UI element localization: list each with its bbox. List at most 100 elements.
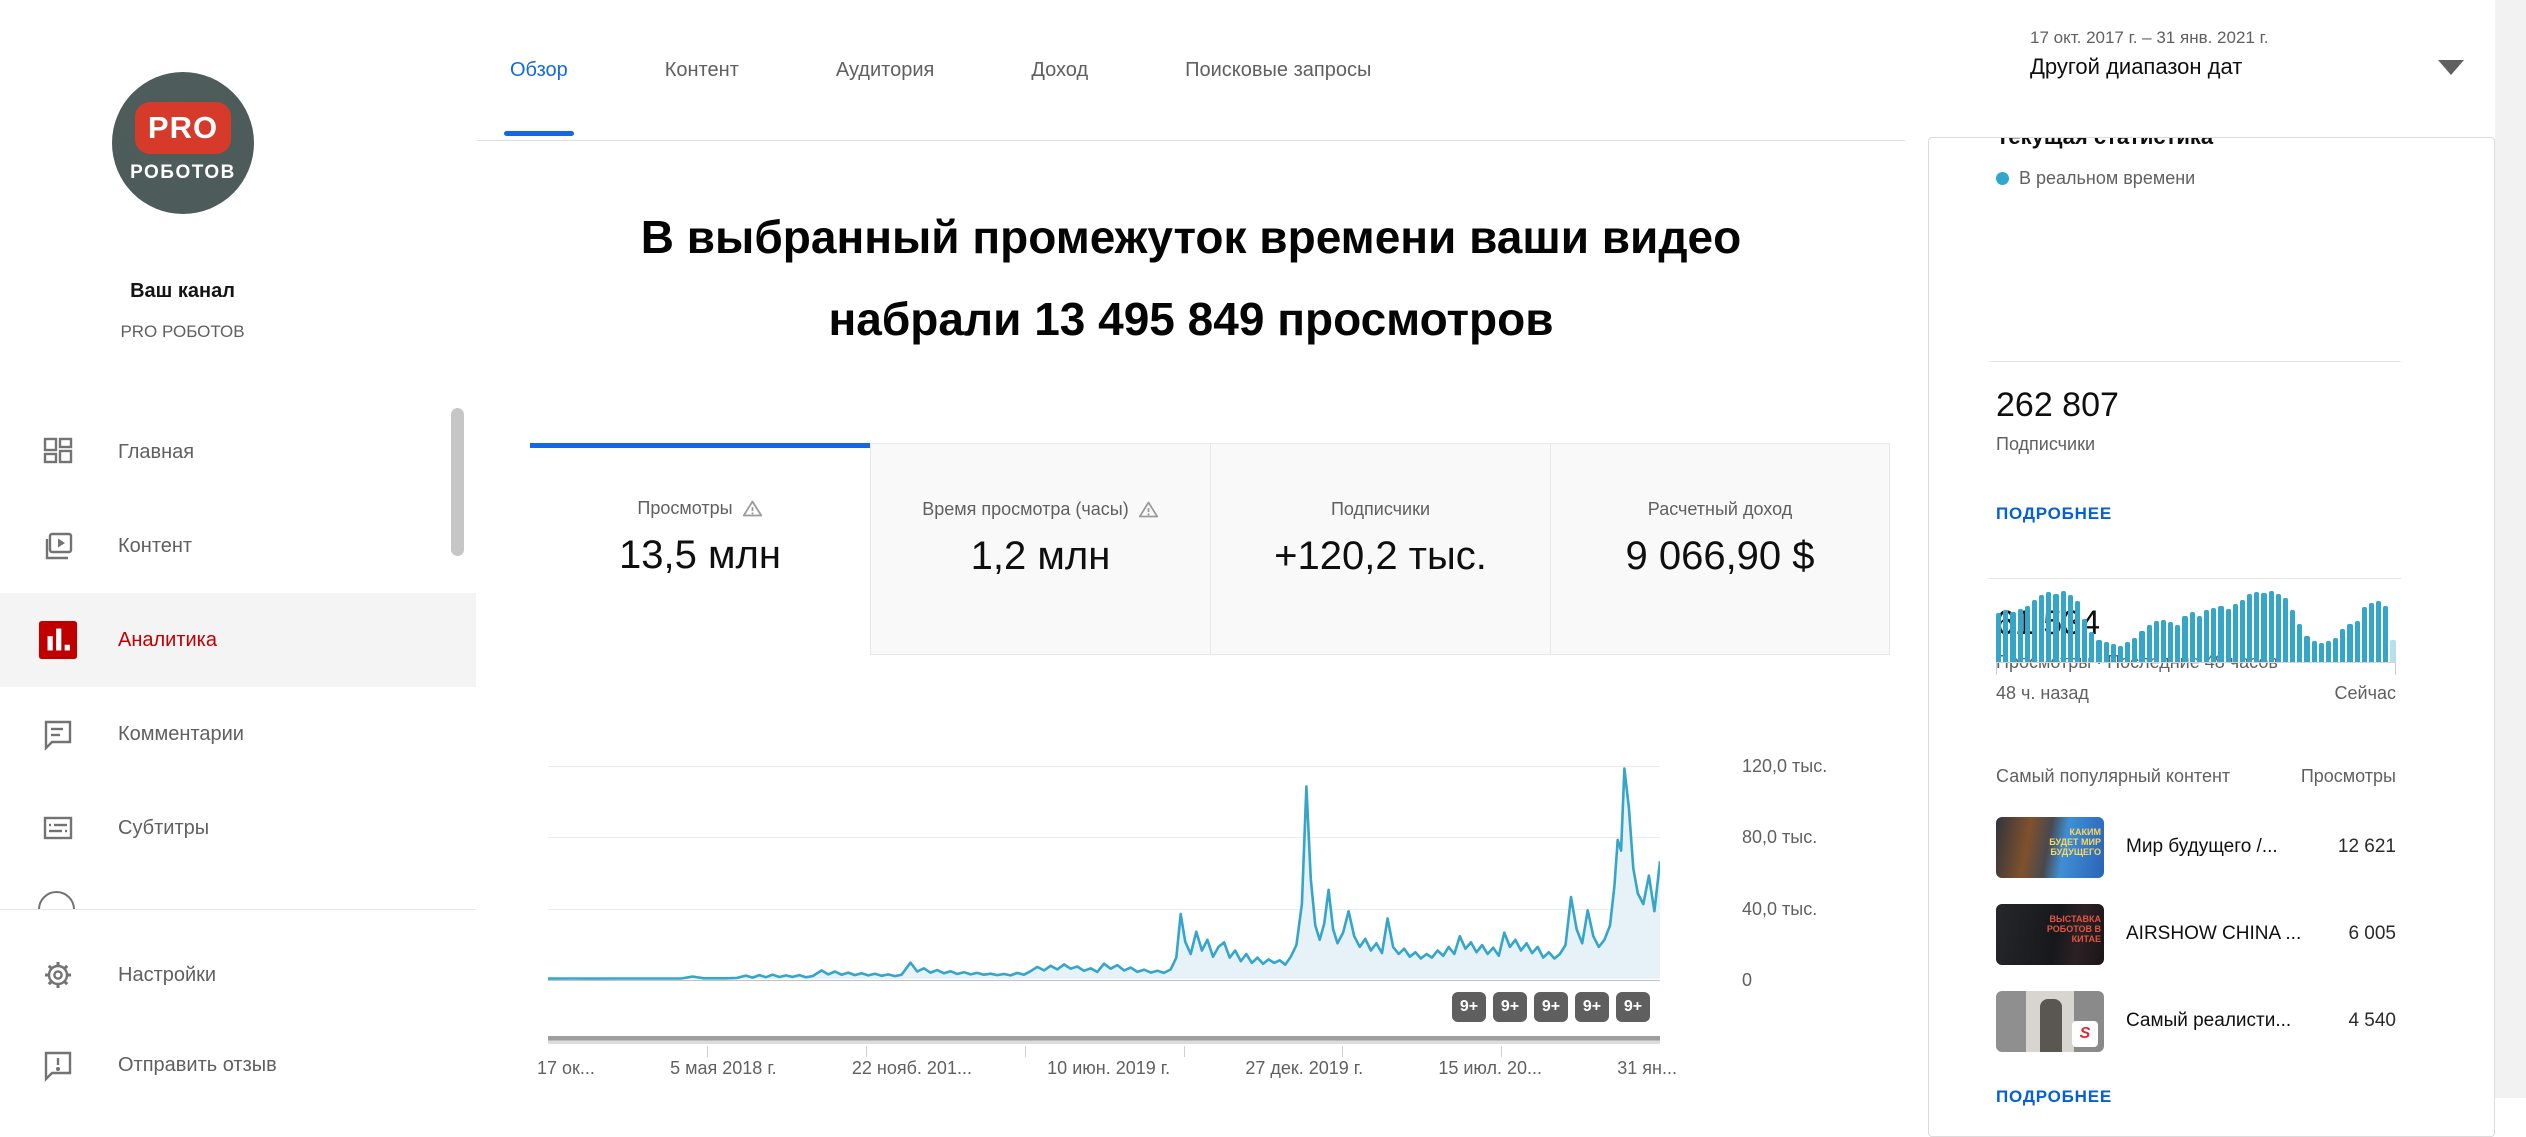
tab-overview[interactable]: Обзор (504, 0, 574, 140)
realtime-bar (2132, 638, 2138, 662)
sidebar-item-home[interactable]: Главная (0, 405, 476, 499)
realtime-bar (1996, 613, 2002, 662)
dashboard-icon (38, 432, 78, 472)
x-axis-label: 10 июн. 2019 г. (1047, 1058, 1171, 1078)
x-axis-tick (707, 1046, 708, 1057)
realtime-bar-chart[interactable] (1996, 586, 2396, 675)
current-stats-card: Текущая статистика В реальном времени 26… (1928, 137, 2495, 1137)
realtime-bar (2110, 644, 2116, 662)
realtime-bar (2139, 631, 2145, 662)
tab-search-queries[interactable]: Поисковые запросы (1185, 0, 1371, 140)
realtime-bar (2168, 622, 2174, 662)
divider (1989, 361, 2401, 362)
events-badge[interactable]: 9+ (1534, 992, 1568, 1022)
realtime-bar (2282, 598, 2289, 662)
events-badge[interactable]: 9+ (1575, 992, 1609, 1022)
realtime-bar (2275, 594, 2281, 662)
realtime-bar (2347, 624, 2353, 662)
metric-card-watch-time[interactable]: Время просмотра (часы) 1,2 млн (870, 443, 1210, 655)
realtime-bar (2175, 625, 2181, 662)
events-badge[interactable]: 9+ (1493, 992, 1527, 1022)
realtime-bar (2117, 646, 2124, 662)
avatar-robots-text: РОБОТОВ (130, 162, 236, 183)
realtime-bar (2247, 594, 2253, 662)
events-badge[interactable]: 9+ (1452, 992, 1486, 1022)
video-row[interactable]: КАКИМ БУДЕТ МИР БУДУЩЕГО Мир будущего /.… (1996, 816, 2396, 878)
video-title: Самый реалисти... (2126, 1010, 2292, 1031)
divider (1989, 578, 2401, 579)
x-axis-tick (866, 1046, 867, 1057)
realtime-bar (2318, 643, 2324, 662)
sidebar-item-feedback[interactable]: Отправить отзыв (0, 1018, 476, 1112)
realtime-axis: 48 ч. назад Сейчас (1996, 683, 2396, 704)
date-range-selector[interactable]: 17 окт. 2017 г. – 31 янв. 2021 г. Другой… (2030, 28, 2430, 80)
metric-card-revenue[interactable]: Расчетный доход 9 066,90 $ (1550, 443, 1890, 655)
metric-value: 9 066,90 $ (1625, 534, 1815, 578)
tab-audience[interactable]: Аудитория (836, 0, 934, 140)
sidebar-item-content[interactable]: Контент (0, 499, 476, 593)
timeline-scrubber[interactable] (548, 1036, 1660, 1044)
x-axis-label: 31 ян... (1617, 1058, 1677, 1078)
gridline-40k (548, 909, 1660, 910)
page-gutter (2495, 0, 2526, 1098)
x-axis-label: 22 нояб. 201... (851, 1058, 972, 1078)
popular-more-link[interactable]: ПОДРОБНЕЕ (1996, 1087, 2113, 1106)
sidebar-item-analytics[interactable]: Аналитика (0, 593, 476, 687)
robot-silhouette (2040, 998, 2062, 1052)
chevron-down-icon[interactable] (2438, 60, 2464, 75)
realtime-bar (2096, 640, 2102, 662)
channel-name: PRO РОБОТОВ (120, 322, 245, 341)
realtime-bar (2354, 621, 2360, 662)
realtime-bar (2325, 641, 2332, 662)
video-row[interactable]: ВЫСТАВКА РОБОТОВ В КИТАЕ AIRSHOW CHINA .… (1996, 903, 2396, 965)
video-row[interactable]: S Самый реалисти... 4 540 (1996, 990, 2396, 1052)
sidebar-item-comments[interactable]: Комментарии (0, 687, 476, 781)
subscribers-more-link[interactable]: ПОДРОБНЕЕ (1996, 504, 2113, 523)
metric-value: +120,2 тыс. (1274, 534, 1487, 578)
realtime-bar (2024, 606, 2030, 662)
gear-icon (38, 955, 78, 995)
realtime-row: В реальном времени (1996, 168, 2195, 189)
sidebar-item-settings[interactable]: Настройки (0, 928, 476, 1022)
warning-icon (742, 498, 763, 519)
tab-content[interactable]: Контент (665, 0, 739, 140)
realtime-bar (2340, 629, 2346, 662)
sidebar-item-label: Комментарии (118, 722, 244, 745)
realtime-bar (2361, 607, 2367, 662)
metric-label: Подписчики (1330, 499, 1431, 519)
sidebar-item-label: Отправить отзыв (118, 1053, 277, 1076)
realtime-bar (2297, 624, 2303, 662)
realtime-bar (2103, 642, 2109, 662)
realtime-bar (2225, 609, 2231, 662)
sidebar-item-subtitles[interactable]: Субтитры (0, 781, 476, 875)
views-line-chart[interactable] (548, 739, 1660, 980)
content-icon (38, 526, 78, 566)
channel-avatar[interactable]: PRO РОБОТОВ (112, 72, 254, 214)
sidebar-item-label: Контент (118, 534, 193, 557)
metric-value: 1,2 млн (970, 534, 1111, 578)
realtime-bar (2089, 632, 2095, 662)
live-dot-icon (1996, 172, 2009, 185)
metric-card-subscribers[interactable]: Подписчики +120,2 тыс. (1210, 443, 1550, 655)
events-badge[interactable]: 9+ (1616, 992, 1650, 1022)
sidebar-item-label: Субтитры (118, 816, 210, 839)
realtime-bar (2125, 642, 2131, 662)
sidebar-scrollbar[interactable] (451, 408, 464, 556)
views-headline: В выбранный промежуток времени ваши виде… (477, 196, 1905, 360)
x-axis-label: 17 ок... (537, 1058, 595, 1078)
metric-value: 13,5 млн (619, 533, 781, 577)
realtime-bar (2368, 603, 2375, 662)
realtime-bar (2304, 636, 2310, 662)
realtime-bar (2160, 620, 2167, 662)
tab-revenue[interactable]: Доход (1031, 0, 1088, 140)
metric-card-views[interactable]: Просмотры 13,5 млн (530, 443, 870, 655)
video-thumbnail: ВЫСТАВКА РОБОТОВ В КИТАЕ (1996, 903, 2104, 965)
realtime-bar (2383, 606, 2389, 662)
realtime-bar (2060, 591, 2066, 662)
video-thumbnail: КАКИМ БУДЕТ МИР БУДУЩЕГО (1996, 816, 2104, 878)
y-axis-label: 0 (1742, 970, 1753, 990)
y-axis-label: 40,0 тыс. (1742, 899, 1818, 919)
realtime-bar (2333, 638, 2339, 662)
subscriber-label: Подписчики (1996, 434, 2096, 454)
tab-label: Доход (1031, 58, 1089, 81)
